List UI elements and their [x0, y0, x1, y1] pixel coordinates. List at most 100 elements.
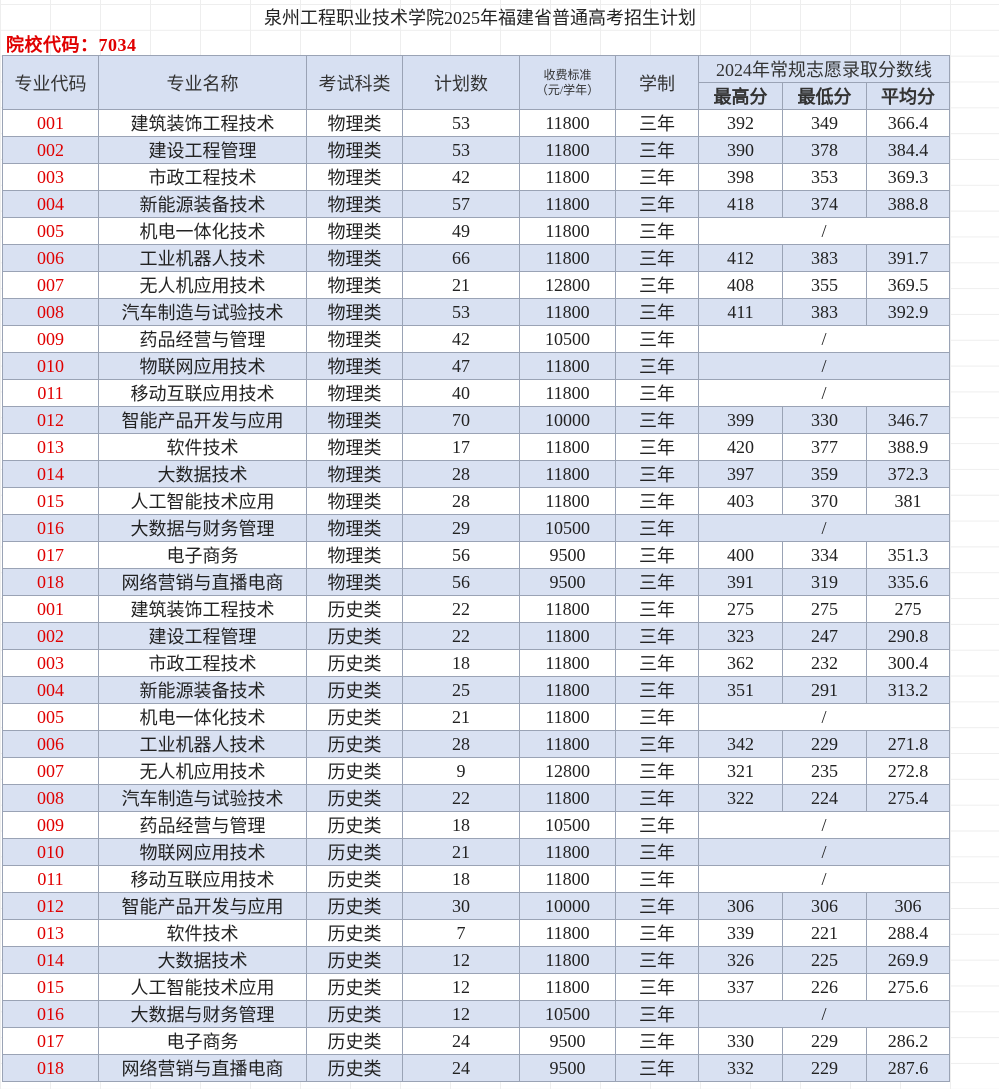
cell-plan: 21 — [402, 838, 520, 866]
cell-duration: 三年 — [615, 622, 699, 650]
cell-duration: 三年 — [615, 946, 699, 974]
cell-subject: 物理类 — [306, 568, 403, 596]
header-max: 最高分 — [698, 82, 783, 110]
cell-no-score: / — [698, 217, 950, 245]
cell-fee: 9500 — [519, 1054, 616, 1082]
cell-plan: 56 — [402, 541, 520, 569]
cell-code: 006 — [2, 244, 99, 272]
table-row: 011 移动互联应用技术 物理类 40 11800 三年 / — [2, 379, 950, 407]
cell-subject: 历史类 — [306, 757, 403, 785]
table-row: 013 软件技术 历史类 7 11800 三年 339 221 288.4 — [2, 919, 950, 947]
table-row: 016 大数据与财务管理 物理类 29 10500 三年 / — [2, 514, 950, 542]
cell-avg: 275.6 — [866, 973, 950, 1001]
cell-min: 319 — [782, 568, 867, 596]
cell-no-score: / — [698, 703, 950, 731]
cell-subject: 物理类 — [306, 433, 403, 461]
cell-subject: 历史类 — [306, 649, 403, 677]
cell-min: 334 — [782, 541, 867, 569]
table-row: 007 无人机应用技术 历史类 9 12800 三年 321 235 272.8 — [2, 757, 950, 785]
table-row: 017 电子商务 历史类 24 9500 三年 330 229 286.2 — [2, 1027, 950, 1055]
cell-plan: 28 — [402, 487, 520, 515]
table-row: 010 物联网应用技术 物理类 47 11800 三年 / — [2, 352, 950, 380]
cell-plan: 22 — [402, 622, 520, 650]
cell-max: 398 — [698, 163, 783, 191]
cell-name: 市政工程技术 — [98, 649, 307, 677]
cell-name: 机电一体化技术 — [98, 703, 307, 731]
cell-code: 008 — [2, 784, 99, 812]
cell-fee: 11800 — [519, 217, 616, 245]
cell-subject: 物理类 — [306, 460, 403, 488]
header-code: 专业代码 — [2, 55, 99, 110]
table-row: 017 电子商务 物理类 56 9500 三年 400 334 351.3 — [2, 541, 950, 569]
cell-fee: 9500 — [519, 541, 616, 569]
cell-code: 003 — [2, 163, 99, 191]
cell-plan: 42 — [402, 325, 520, 353]
cell-plan: 49 — [402, 217, 520, 245]
cell-no-score: / — [698, 811, 950, 839]
cell-code: 002 — [2, 622, 99, 650]
cell-duration: 三年 — [615, 217, 699, 245]
cell-name: 无人机应用技术 — [98, 271, 307, 299]
cell-subject: 物理类 — [306, 136, 403, 164]
cell-avg: 388.9 — [866, 433, 950, 461]
cell-min: 226 — [782, 973, 867, 1001]
cell-avg: 392.9 — [866, 298, 950, 326]
cell-name: 建筑装饰工程技术 — [98, 595, 307, 623]
cell-name: 智能产品开发与应用 — [98, 406, 307, 434]
cell-plan: 42 — [402, 163, 520, 191]
table-row: 011 移动互联应用技术 历史类 18 11800 三年 / — [2, 865, 950, 893]
cell-fee: 11800 — [519, 595, 616, 623]
cell-avg: 269.9 — [866, 946, 950, 974]
cell-subject: 物理类 — [306, 244, 403, 272]
cell-max: 337 — [698, 973, 783, 1001]
cell-duration: 三年 — [615, 541, 699, 569]
cell-max: 390 — [698, 136, 783, 164]
school-code: 院校代码：7034 — [6, 35, 137, 55]
cell-avg: 300.4 — [866, 649, 950, 677]
cell-name: 软件技术 — [98, 919, 307, 947]
cell-max: 339 — [698, 919, 783, 947]
cell-avg: 346.7 — [866, 406, 950, 434]
table-row: 012 智能产品开发与应用 物理类 70 10000 三年 399 330 346.7 — [2, 406, 950, 434]
cell-max: 351 — [698, 676, 783, 704]
cell-duration: 三年 — [615, 514, 699, 542]
cell-code: 007 — [2, 757, 99, 785]
cell-name: 机电一体化技术 — [98, 217, 307, 245]
cell-max: 342 — [698, 730, 783, 758]
cell-plan: 25 — [402, 676, 520, 704]
cell-max: 322 — [698, 784, 783, 812]
cell-plan: 53 — [402, 136, 520, 164]
cell-plan: 9 — [402, 757, 520, 785]
cell-duration: 三年 — [615, 1000, 699, 1028]
table-row: 009 药品经营与管理 物理类 42 10500 三年 / — [2, 325, 950, 353]
cell-duration: 三年 — [615, 595, 699, 623]
cell-name: 药品经营与管理 — [98, 811, 307, 839]
cell-subject: 历史类 — [306, 622, 403, 650]
table-row: 003 市政工程技术 物理类 42 11800 三年 398 353 369.3 — [2, 163, 950, 191]
cell-code: 004 — [2, 676, 99, 704]
cell-subject: 历史类 — [306, 595, 403, 623]
cell-duration: 三年 — [615, 568, 699, 596]
cell-plan: 21 — [402, 703, 520, 731]
cell-no-score: / — [698, 1000, 950, 1028]
cell-fee: 11800 — [519, 649, 616, 677]
cell-min: 224 — [782, 784, 867, 812]
cell-code: 012 — [2, 406, 99, 434]
cell-max: 391 — [698, 568, 783, 596]
cell-subject: 历史类 — [306, 1027, 403, 1055]
cell-code: 008 — [2, 298, 99, 326]
cell-avg: 372.3 — [866, 460, 950, 488]
table-row: 009 药品经营与管理 历史类 18 10500 三年 / — [2, 811, 950, 839]
cell-code: 018 — [2, 568, 99, 596]
cell-code: 004 — [2, 190, 99, 218]
cell-min: 235 — [782, 757, 867, 785]
cell-min: 359 — [782, 460, 867, 488]
cell-subject: 物理类 — [306, 217, 403, 245]
cell-subject: 物理类 — [306, 109, 403, 137]
cell-name: 移动互联应用技术 — [98, 865, 307, 893]
cell-code: 017 — [2, 541, 99, 569]
cell-max: 306 — [698, 892, 783, 920]
cell-subject: 历史类 — [306, 730, 403, 758]
cell-plan: 12 — [402, 1000, 520, 1028]
cell-duration: 三年 — [615, 676, 699, 704]
